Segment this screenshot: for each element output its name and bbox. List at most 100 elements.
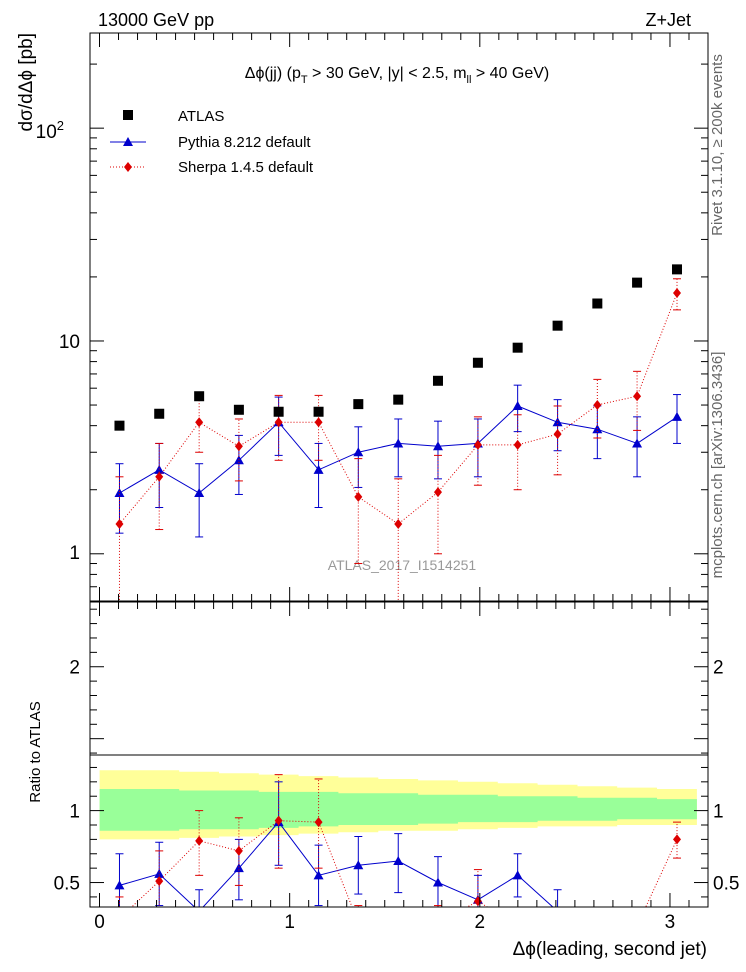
ratio-sherpa-point [314, 817, 323, 828]
sherpa-point [433, 487, 442, 498]
ratio-sherpa-point [394, 921, 402, 931]
main-plot-frame [89, 32, 709, 602]
side-label-rivet: Rivet 3.1.10, ≥ 200k events [709, 54, 726, 236]
ratio-sherpa-point [554, 921, 562, 931]
sherpa-point [593, 400, 602, 411]
atlas-point [273, 406, 284, 417]
ratio-pythia-point [557, 906, 558, 907]
pythia-point [393, 438, 404, 448]
sherpa-point [394, 519, 403, 530]
atlas-point [114, 420, 125, 431]
atlas-point [154, 408, 165, 419]
sherpa-point [553, 429, 562, 440]
atlas-point [552, 320, 563, 331]
x-axis-label: Δϕ(leading, second jet) [513, 939, 707, 960]
legend-label-atlas: ATLAS [178, 108, 224, 125]
sherpa-point [115, 519, 124, 530]
pythia-point [672, 411, 683, 421]
ratio-pythia-point [233, 863, 244, 873]
sherpa-line [119, 292, 678, 525]
ratio-pythia-point [198, 906, 200, 907]
ratio-pythia-point [154, 868, 165, 878]
ratio-pythia-point [432, 877, 443, 887]
ratio-ytick-label-left: 1 [69, 802, 80, 823]
ratio-ytick-label-right: 0.5 [713, 874, 739, 895]
header-collision: 13000 GeV pp [98, 10, 214, 30]
ratio-sherpa-point [234, 845, 243, 856]
pythia-point [632, 438, 643, 448]
atlas-point [194, 391, 205, 402]
pythia-point [353, 447, 364, 457]
atlas-point [233, 404, 244, 415]
pythia-point [552, 417, 563, 427]
ratio-ytick-label-left: 2 [69, 658, 80, 679]
ratio-band-inner [99, 789, 697, 831]
ratio-pythia-point [632, 921, 642, 930]
ratio-pythia-point [592, 921, 602, 930]
atlas-point [512, 342, 523, 353]
ratio-sherpa-point [155, 876, 164, 887]
atlas-point [472, 357, 483, 368]
ytick-label-10: 10 [59, 332, 80, 353]
atlas-point [313, 406, 324, 417]
legend-marker-sherpa [124, 162, 132, 172]
ratio-pythia-point [393, 855, 404, 865]
header-process: Z+Jet [645, 10, 691, 30]
ytick-label-1: 1 [69, 543, 80, 564]
ratio-ytick-label-right: 2 [713, 658, 724, 679]
ratio-ytick-labels: 0.5 0.5 1 1 2 2 [54, 658, 740, 895]
atlas-point [353, 399, 364, 410]
ytick-label-100: 102 [36, 118, 64, 143]
sherpa-point [195, 417, 204, 428]
legend-marker-atlas [123, 110, 133, 120]
side-label-mcplots: mcplots.cern.ch [arXiv:1306.3436] [709, 352, 726, 579]
ratio-sherpa-point [633, 921, 641, 931]
ratio-pythia-point [114, 880, 125, 890]
ratio-pythia-point [313, 870, 324, 880]
xtick-label: 0 [94, 912, 105, 933]
plot-title: Δϕ(jj) (pT > 30 GeV, |y| < 2.5, mll > 40… [245, 65, 549, 86]
legend-label-sherpa: Sherpa 1.4.5 default [178, 159, 314, 176]
ratio-sherpa-point [593, 921, 601, 931]
pythia-point [512, 400, 523, 410]
sherpa-point [473, 439, 482, 450]
ratio-plot-frame [89, 601, 709, 908]
ratio-sherpa-point [514, 921, 522, 931]
xtick-label: 3 [665, 912, 676, 933]
ratio-sherpa-point [195, 835, 204, 846]
ratio-sherpa-point [434, 918, 442, 928]
ratio-plot-data [114, 774, 682, 931]
ratio-sherpa-point [115, 914, 123, 924]
atlas-point [592, 298, 603, 309]
sherpa-point [155, 471, 164, 482]
ratio-ytick-label-right: 1 [713, 802, 724, 823]
xtick-label: 2 [475, 912, 486, 933]
analysis-watermark: ATLAS_2017_I1514251 [328, 557, 477, 573]
sherpa-point [274, 417, 283, 428]
xtick-labels: 0 1 2 3 [94, 912, 675, 933]
atlas-point [432, 375, 443, 386]
sherpa-point [673, 288, 682, 299]
pythia-point [114, 488, 125, 498]
atlas-point [632, 277, 643, 288]
pythia-point [432, 441, 443, 451]
sherpa-point [354, 491, 363, 502]
atlas-point [393, 394, 404, 405]
ratio-sherpa-point [274, 815, 283, 826]
ratio-ytick-label-left: 0.5 [54, 874, 80, 895]
sherpa-point [314, 417, 323, 428]
atlas-point [672, 264, 683, 275]
ratio-pythia-point [353, 860, 364, 870]
xtick-label: 1 [284, 912, 295, 933]
ratio-y-axis-label: Ratio to ATLAS [27, 701, 44, 802]
sherpa-point [633, 391, 642, 402]
ratio-uncertainty-bands [99, 770, 697, 840]
axis-ticks [90, 33, 709, 907]
main-y-axis-label: dσ/dΔϕ [pb] [16, 33, 37, 131]
legend: ATLAS Pythia 8.212 default Sherpa 1.4.5 … [110, 108, 314, 176]
sherpa-point [513, 439, 522, 450]
ratio-pythia-point [512, 870, 523, 880]
legend-label-pythia: Pythia 8.212 default [178, 134, 311, 151]
legend-marker-pythia [123, 137, 133, 146]
main-plot-data [114, 264, 683, 601]
